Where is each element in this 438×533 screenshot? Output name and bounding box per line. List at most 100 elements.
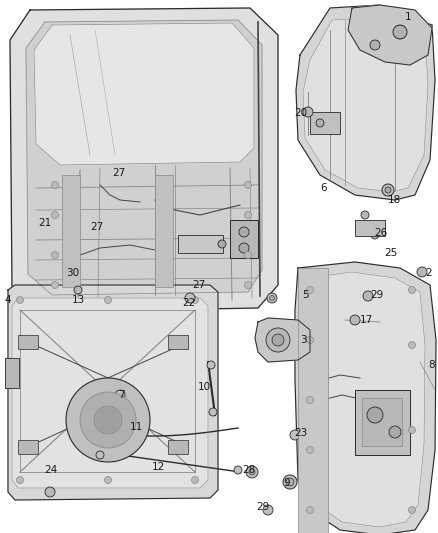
Circle shape xyxy=(409,287,416,294)
Polygon shape xyxy=(12,298,208,488)
Circle shape xyxy=(307,506,314,513)
Circle shape xyxy=(52,281,59,288)
Circle shape xyxy=(244,281,251,288)
Polygon shape xyxy=(255,318,310,362)
Circle shape xyxy=(244,182,251,189)
Polygon shape xyxy=(348,5,432,65)
Bar xyxy=(178,235,223,253)
Circle shape xyxy=(307,287,314,294)
Bar xyxy=(355,220,385,236)
Circle shape xyxy=(283,475,297,489)
Text: 8: 8 xyxy=(428,360,434,370)
Polygon shape xyxy=(296,5,435,200)
Circle shape xyxy=(239,243,249,253)
Circle shape xyxy=(66,378,150,462)
Text: 7: 7 xyxy=(118,390,125,400)
Circle shape xyxy=(191,296,198,303)
Text: 4: 4 xyxy=(4,295,11,305)
Bar xyxy=(18,335,38,349)
Circle shape xyxy=(272,334,284,346)
Polygon shape xyxy=(34,23,254,165)
Text: 23: 23 xyxy=(294,428,307,438)
Circle shape xyxy=(417,267,427,277)
Circle shape xyxy=(307,397,314,403)
Circle shape xyxy=(307,447,314,454)
Text: 2: 2 xyxy=(425,268,431,278)
Text: 24: 24 xyxy=(44,465,57,475)
Text: 20: 20 xyxy=(294,108,307,118)
Text: 21: 21 xyxy=(38,218,51,228)
Bar xyxy=(18,440,38,454)
Circle shape xyxy=(105,477,112,483)
Circle shape xyxy=(307,336,314,343)
Text: 27: 27 xyxy=(192,280,205,290)
Text: 9: 9 xyxy=(283,478,290,488)
Circle shape xyxy=(286,478,294,486)
Circle shape xyxy=(45,487,55,497)
Circle shape xyxy=(266,328,290,352)
Text: 12: 12 xyxy=(152,462,165,472)
Text: 27: 27 xyxy=(90,222,103,232)
Circle shape xyxy=(385,187,391,193)
Text: 1: 1 xyxy=(405,12,412,22)
Circle shape xyxy=(367,407,383,423)
Circle shape xyxy=(244,252,251,259)
Circle shape xyxy=(185,293,195,303)
Circle shape xyxy=(17,296,24,303)
Circle shape xyxy=(94,406,122,434)
Circle shape xyxy=(218,240,226,248)
Text: 3: 3 xyxy=(300,335,307,345)
Circle shape xyxy=(96,451,104,459)
Text: 26: 26 xyxy=(374,228,387,238)
Circle shape xyxy=(303,107,313,117)
Text: 28: 28 xyxy=(242,465,255,475)
Circle shape xyxy=(409,426,416,433)
Circle shape xyxy=(239,227,249,237)
Circle shape xyxy=(269,295,275,301)
Circle shape xyxy=(290,430,300,440)
Bar xyxy=(155,175,173,287)
Circle shape xyxy=(409,342,416,349)
Circle shape xyxy=(361,211,369,219)
Text: 18: 18 xyxy=(388,195,401,205)
Circle shape xyxy=(263,505,273,515)
Circle shape xyxy=(74,286,82,294)
Polygon shape xyxy=(8,285,218,500)
Circle shape xyxy=(350,315,360,325)
Circle shape xyxy=(393,25,407,39)
Bar xyxy=(298,268,328,533)
Text: 13: 13 xyxy=(72,295,85,305)
Text: 11: 11 xyxy=(130,422,143,432)
Bar xyxy=(230,220,258,258)
Circle shape xyxy=(17,477,24,483)
Circle shape xyxy=(246,466,258,478)
Bar xyxy=(310,112,340,134)
Circle shape xyxy=(105,296,112,303)
Bar xyxy=(62,175,80,287)
Text: 17: 17 xyxy=(360,315,373,325)
Text: 22: 22 xyxy=(182,298,195,308)
Bar xyxy=(5,358,19,388)
Text: 30: 30 xyxy=(66,268,79,278)
Polygon shape xyxy=(26,20,262,295)
Circle shape xyxy=(209,408,217,416)
Circle shape xyxy=(234,466,242,474)
Circle shape xyxy=(363,291,373,301)
Circle shape xyxy=(191,477,198,483)
Text: 25: 25 xyxy=(384,248,397,258)
Circle shape xyxy=(52,212,59,219)
Circle shape xyxy=(382,184,394,196)
Circle shape xyxy=(370,40,380,50)
Circle shape xyxy=(207,361,215,369)
Circle shape xyxy=(316,119,324,127)
Polygon shape xyxy=(303,18,428,192)
Polygon shape xyxy=(295,262,436,533)
Circle shape xyxy=(52,182,59,189)
Circle shape xyxy=(249,469,255,475)
Text: 6: 6 xyxy=(320,183,327,193)
Text: 5: 5 xyxy=(302,290,309,300)
Bar xyxy=(355,390,410,455)
Circle shape xyxy=(244,212,251,219)
Text: 10: 10 xyxy=(198,382,211,392)
Text: 29: 29 xyxy=(256,502,269,512)
